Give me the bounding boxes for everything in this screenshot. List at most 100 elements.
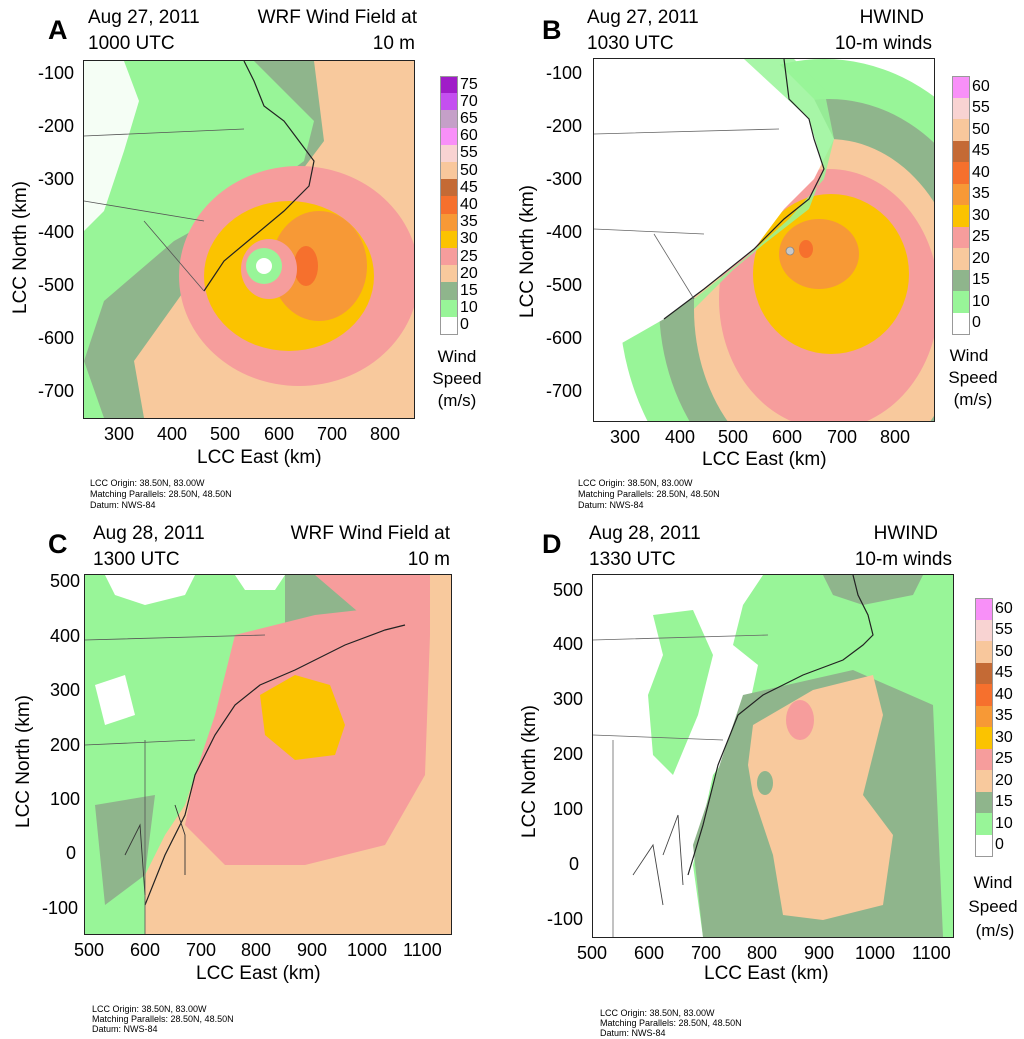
legend-value-label: 55 — [995, 621, 1013, 639]
legend-swatch — [440, 265, 458, 283]
legend-value-label: 30 — [972, 206, 990, 224]
legend-swatch — [952, 269, 970, 291]
footnote-parallels: Matching Parallels: 28.50N, 48.50N — [92, 1014, 234, 1024]
legend-value-label: 20 — [460, 264, 478, 282]
legend-value-label: 10 — [972, 292, 990, 310]
x-axis-label: LCC East (km) — [704, 963, 829, 984]
x-tick-label: 500 — [577, 943, 608, 963]
wind-40-region — [799, 240, 813, 258]
footnote-parallels: Matching Parallels: 28.50N, 48.50N — [90, 489, 232, 499]
legend-title-wind: Wind — [949, 346, 989, 365]
panel-letter: A — [48, 15, 68, 45]
y-tick-label: 500 — [50, 571, 81, 591]
footnote-parallels: Matching Parallels: 28.50N, 48.50N — [600, 1018, 742, 1028]
panel-date: Aug 27, 2011 — [587, 7, 699, 28]
x-tick-label: 800 — [880, 427, 911, 447]
legend-value-label: 35 — [460, 213, 478, 231]
panel-title-line1: HWIND — [873, 523, 938, 544]
y-tick-label: 0 — [66, 843, 77, 863]
x-tick-label: 700 — [827, 427, 858, 447]
legend-value-label: 10 — [995, 814, 1013, 832]
wind-40-region — [294, 246, 318, 286]
legend-swatch — [975, 619, 993, 641]
y-tick-label: 0 — [569, 854, 580, 874]
y-axis-label: LCC North (km) — [517, 184, 538, 318]
y-axis-label: LCC North (km) — [10, 180, 31, 314]
y-tick-label: -100 — [547, 909, 584, 929]
legend-value-label: 75 — [460, 75, 478, 93]
panel-time: 1300 UTC — [93, 549, 180, 570]
x-tick-label: 900 — [297, 940, 328, 960]
legend-swatch — [952, 226, 970, 248]
legend-swatch — [440, 282, 458, 300]
wind-field-map — [85, 575, 451, 934]
legend-swatch — [952, 248, 970, 270]
footnote-origin: LCC Origin: 38.50N, 83.00W — [92, 1004, 207, 1014]
x-tick-label: 500 — [74, 940, 105, 960]
legend-title-wind: Wind — [973, 873, 1013, 892]
wind-15-inner — [757, 771, 773, 795]
y-axis-label: LCC North (km) — [13, 694, 34, 828]
x-tick-label: 700 — [186, 940, 217, 960]
y-tick-label: 100 — [553, 799, 584, 819]
legend-swatch — [952, 162, 970, 184]
legend-swatch — [952, 119, 970, 141]
wind-field-map — [593, 575, 953, 937]
legend-value-label: 35 — [972, 185, 990, 203]
panel-time: 1330 UTC — [589, 549, 676, 570]
storm-eye — [785, 246, 795, 256]
wind-field-map — [594, 59, 934, 421]
legend-value-label: 70 — [460, 92, 478, 110]
panel-date: Aug 27, 2011 — [88, 7, 200, 28]
y-tick-label: -100 — [546, 63, 583, 83]
legend-value-label: 15 — [972, 271, 990, 289]
legend-value-label: 10 — [460, 299, 478, 317]
legend-value-label: 55 — [972, 99, 990, 117]
legend-swatch — [440, 299, 458, 317]
panel-b: B Aug 27, 2011 1030 UTC HWIND 10-m winds… — [512, 0, 1024, 516]
panel-title-line1: WRF Wind Field at — [257, 7, 417, 28]
legend-value-label: 50 — [460, 161, 478, 179]
legend-swatch — [952, 140, 970, 162]
wind-35-region — [779, 219, 859, 289]
x-tick-label: 600 — [772, 427, 803, 447]
bay-coastline — [124, 804, 186, 896]
legend-swatch — [952, 291, 970, 313]
state-borders — [85, 634, 266, 934]
legend-value-label: 45 — [995, 664, 1013, 682]
y-tick-label: 500 — [553, 580, 584, 600]
x-axis-label: LCC East (km) — [702, 449, 827, 470]
legend-swatch — [440, 179, 458, 197]
map-plot — [84, 574, 452, 935]
y-tick-label: -200 — [546, 116, 583, 136]
y-tick-label: 300 — [553, 689, 584, 709]
legend-value-label: 15 — [460, 282, 478, 299]
legend-value-label: 25 — [972, 228, 990, 246]
x-tick-label: 800 — [241, 940, 272, 960]
legend-value-label: 45 — [972, 142, 990, 160]
x-tick-label: 600 — [130, 940, 161, 960]
footnote-origin: LCC Origin: 38.50N, 83.00W — [578, 478, 693, 488]
y-tick-label: -300 — [38, 169, 75, 189]
panel-title-line2: 10-m winds — [854, 549, 952, 570]
panel-time: 1000 UTC — [88, 33, 175, 54]
legend-title-unit: (m/s) — [437, 391, 477, 410]
y-tick-label: -300 — [546, 169, 583, 189]
legend-swatch — [952, 76, 970, 99]
y-tick-label: -500 — [546, 275, 583, 295]
x-tick-label: 600 — [264, 424, 295, 444]
legend-swatch — [440, 316, 458, 335]
x-tick-label: 800 — [370, 424, 401, 444]
y-tick-label: 200 — [50, 735, 81, 755]
state-borders — [593, 634, 769, 937]
legend-value-label: 50 — [995, 642, 1013, 660]
x-tick-label: 500 — [210, 424, 241, 444]
legend-value-label: 0 — [972, 314, 981, 332]
wind-10-west-band — [648, 610, 713, 775]
panel-d: D Aug 28, 2011 1330 UTC HWIND 10-m winds… — [512, 516, 1024, 1038]
legend-swatch — [952, 312, 970, 335]
x-axis-label: LCC East (km) — [197, 447, 322, 468]
footnote-origin: LCC Origin: 38.50N, 83.00W — [90, 478, 205, 488]
legend-swatch — [952, 183, 970, 205]
legend-swatch — [952, 97, 970, 119]
